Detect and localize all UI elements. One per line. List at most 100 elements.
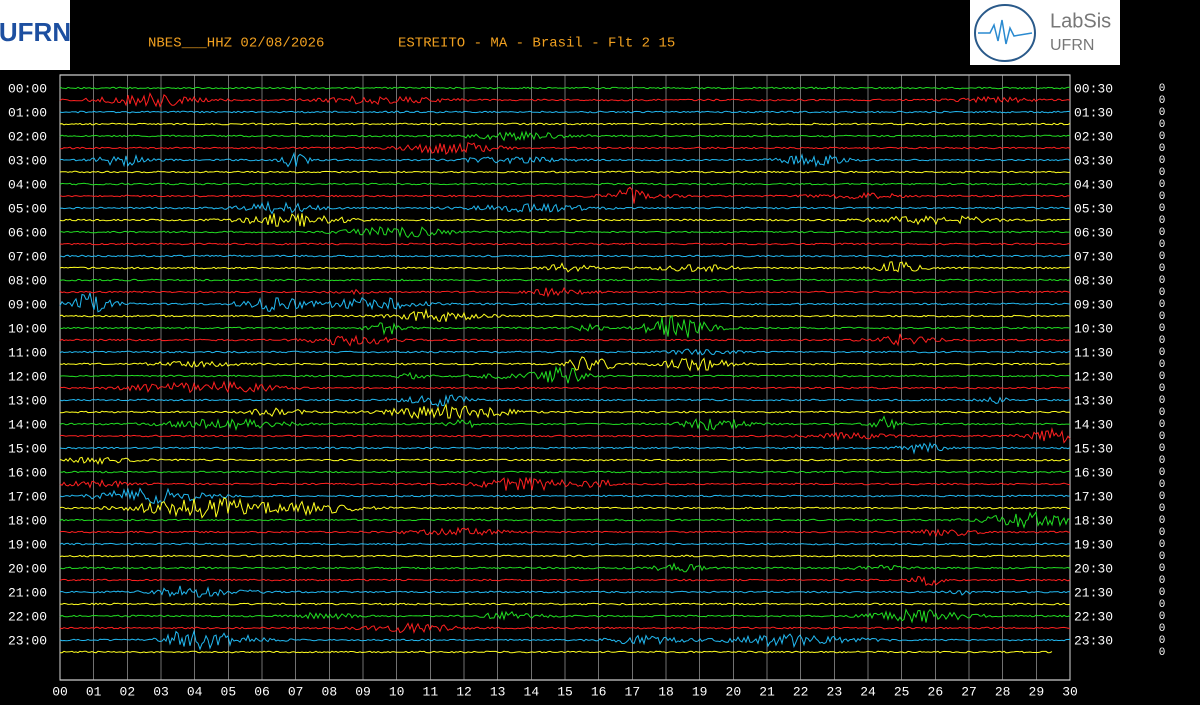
right-value: 0 xyxy=(1159,179,1166,191)
left-label: 14:00 xyxy=(8,417,47,432)
right-value: 0 xyxy=(1159,371,1166,383)
trace xyxy=(59,200,1071,215)
trace xyxy=(59,554,1071,558)
trace xyxy=(59,608,1071,624)
location: ESTREITO - MA - Brasil - Flt 2 15 xyxy=(398,36,675,52)
logo-name: LabSis xyxy=(1050,10,1111,32)
right-value: 0 xyxy=(1159,323,1166,335)
station: NBES___HHZ 02/08/2026 xyxy=(148,36,324,52)
trace xyxy=(59,380,1071,394)
logo-left-bg xyxy=(0,0,70,70)
right-value: 0 xyxy=(1159,431,1166,443)
right-value: 0 xyxy=(1159,203,1166,215)
x-tick-label: 16 xyxy=(591,684,607,699)
x-tick-label: 12 xyxy=(456,684,472,699)
right-value: 0 xyxy=(1159,539,1166,551)
right-value: 0 xyxy=(1159,95,1166,107)
trace xyxy=(59,456,1071,465)
right-value: 0 xyxy=(1159,575,1166,587)
x-tick-label: 01 xyxy=(86,684,102,699)
x-tick-label: 06 xyxy=(254,684,270,699)
x-tick-label: 07 xyxy=(288,684,304,699)
x-tick-label: 26 xyxy=(928,684,944,699)
trace xyxy=(59,314,1071,338)
right-label: 08:30 xyxy=(1074,273,1113,288)
right-value: 0 xyxy=(1159,155,1166,167)
trace xyxy=(59,415,1071,431)
logo-ring xyxy=(974,4,1036,62)
right-value: 0 xyxy=(1159,251,1166,263)
right-value: 0 xyxy=(1159,239,1166,251)
left-label: 17:00 xyxy=(8,489,47,504)
trace xyxy=(59,254,1071,258)
right-value: 0 xyxy=(1159,467,1166,479)
left-label: 01:00 xyxy=(8,105,47,120)
right-value: 0 xyxy=(1159,503,1166,515)
right-value: 0 xyxy=(1159,347,1166,359)
trace xyxy=(59,470,1071,474)
left-label: 07:00 xyxy=(8,249,47,264)
right-value: 0 xyxy=(1159,479,1166,491)
right-value: 0 xyxy=(1159,311,1166,323)
trace xyxy=(59,562,1071,573)
right-value: 0 xyxy=(1159,647,1166,659)
left-label: 12:00 xyxy=(8,369,47,384)
right-value: 0 xyxy=(1159,359,1166,371)
right-label: 21:30 xyxy=(1074,585,1113,600)
trace xyxy=(59,487,1071,505)
right-value: 0 xyxy=(1159,407,1166,419)
right-value: 0 xyxy=(1159,107,1166,119)
x-tick-label: 29 xyxy=(1029,684,1045,699)
left-label: 18:00 xyxy=(8,513,47,528)
trace xyxy=(59,622,1070,634)
right-label: 22:30 xyxy=(1074,609,1113,624)
trace xyxy=(59,427,1071,444)
right-label: 20:30 xyxy=(1074,561,1113,576)
right-label: 18:30 xyxy=(1074,513,1113,528)
left-label: 09:00 xyxy=(8,297,47,312)
right-label: 03:30 xyxy=(1074,153,1113,168)
x-tick-label: 30 xyxy=(1062,684,1078,699)
trace xyxy=(59,441,1071,455)
right-value: 0 xyxy=(1159,227,1166,239)
trace xyxy=(59,292,1071,313)
trace xyxy=(59,629,1071,651)
left-label: 22:00 xyxy=(8,609,47,624)
x-tick-label: 04 xyxy=(187,684,203,699)
trace xyxy=(59,261,1071,273)
trace xyxy=(60,650,1053,654)
x-tick-label: 08 xyxy=(322,684,338,699)
trace xyxy=(59,170,1070,174)
trace xyxy=(59,348,1071,356)
trace xyxy=(59,356,1071,372)
right-value: 0 xyxy=(1159,419,1166,431)
trace xyxy=(59,402,1071,420)
trace xyxy=(59,212,1070,227)
trace xyxy=(59,278,1071,282)
trace xyxy=(59,130,1071,142)
left-label: 02:00 xyxy=(8,129,47,144)
right-label: 10:30 xyxy=(1074,321,1113,336)
right-value: 0 xyxy=(1159,83,1166,95)
x-tick-label: 15 xyxy=(557,684,573,699)
left-label: 15:00 xyxy=(8,441,47,456)
trace xyxy=(59,602,1071,606)
x-tick-label: 22 xyxy=(793,684,809,699)
right-value: 0 xyxy=(1159,443,1166,455)
right-label: 16:30 xyxy=(1074,465,1113,480)
right-value: 0 xyxy=(1159,527,1166,539)
left-label: 16:00 xyxy=(8,465,47,480)
logo-org: UFRN xyxy=(1050,37,1094,54)
trace xyxy=(59,497,1071,519)
x-tick-label: 17 xyxy=(625,684,641,699)
left-label: 10:00 xyxy=(8,321,47,336)
trace xyxy=(59,585,1071,598)
trace xyxy=(59,476,1071,492)
right-value: 0 xyxy=(1159,335,1166,347)
trace xyxy=(59,122,1071,126)
x-tick-label: 10 xyxy=(389,684,405,699)
right-label: 15:30 xyxy=(1074,441,1113,456)
trace xyxy=(59,542,1071,546)
